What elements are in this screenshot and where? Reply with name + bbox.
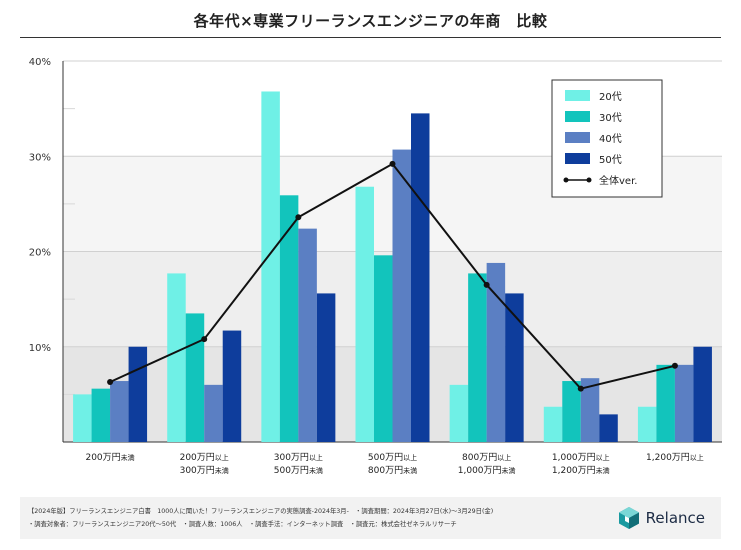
overall-point-1 bbox=[107, 378, 114, 385]
chart-area: 10% 20% 30% 40% 200万円未満 200万円以上 300万円未満 300万円以上… bbox=[29, 57, 722, 476]
x-tick-label: 1,000万円以上 bbox=[552, 452, 610, 463]
title-divider bbox=[20, 37, 721, 38]
brand-logo: Relance bbox=[618, 505, 705, 531]
bar-2-6 bbox=[562, 381, 581, 442]
bar-3-3 bbox=[298, 228, 317, 442]
overall-point-6 bbox=[577, 385, 584, 392]
bar-1-6 bbox=[543, 406, 563, 442]
y-tick-label: 10% bbox=[29, 343, 51, 354]
bar-1-4 bbox=[355, 186, 374, 442]
legend-label-2: 30代 bbox=[599, 112, 622, 124]
legend-line-dot bbox=[586, 177, 592, 183]
footer-survey-line: ・調査対象者：フリーランスエンジニア20代〜50代 ・調査人数：1006人 ・調… bbox=[28, 521, 457, 528]
x-tick-label: 1,200万円未満 bbox=[552, 465, 610, 476]
bar-1-5 bbox=[449, 384, 469, 442]
x-tick-label: 800万円未満 bbox=[368, 465, 417, 476]
bar-3-4 bbox=[392, 149, 411, 442]
bar-1-7 bbox=[637, 406, 657, 442]
legend-swatch-3 bbox=[565, 132, 590, 143]
bar-4-7 bbox=[693, 346, 712, 442]
x-tick-label: 500万円未満 bbox=[274, 465, 323, 476]
legend-swatch-2 bbox=[565, 111, 590, 122]
overall-point-3 bbox=[295, 214, 302, 221]
y-tick-label: 20% bbox=[29, 248, 51, 259]
bar-3-5 bbox=[486, 262, 506, 442]
overall-point-2 bbox=[201, 336, 208, 343]
overall-point-7 bbox=[671, 362, 678, 369]
y-tick-label: 40% bbox=[29, 57, 51, 68]
footer: 【2024年版】フリーランスエンジニア白書 1000人に聞いた！フリーランスエン… bbox=[20, 497, 721, 539]
footer-source-line: 【2024年版】フリーランスエンジニア白書 1000人に聞いた！フリーランスエン… bbox=[28, 508, 494, 515]
bar-4-4 bbox=[411, 113, 430, 442]
bar-2-4 bbox=[374, 255, 393, 442]
bar-2-7 bbox=[656, 364, 675, 442]
legend-swatch-1 bbox=[565, 90, 590, 101]
legend-label-overall: 全体ver. bbox=[599, 174, 637, 187]
bar-2-1 bbox=[91, 388, 111, 442]
x-tick-label: 500万円以上 bbox=[368, 452, 417, 463]
x-tick-label: 1,000万円未満 bbox=[458, 465, 516, 476]
bar-1-1 bbox=[73, 394, 92, 442]
bar-2-5 bbox=[468, 273, 487, 442]
bar-1-3 bbox=[261, 91, 280, 442]
brand-name: Relance bbox=[645, 509, 705, 527]
legend-label-1: 20代 bbox=[599, 91, 622, 103]
legend-swatch-4 bbox=[565, 153, 590, 164]
bar-1-2 bbox=[167, 273, 186, 442]
legend-line-dot bbox=[563, 177, 569, 183]
bar-2-3 bbox=[279, 195, 299, 442]
legend-label-4: 50代 bbox=[599, 154, 622, 166]
legend-label-3: 40代 bbox=[599, 133, 622, 145]
x-tick-label: 1,200万円以上 bbox=[646, 452, 704, 463]
chart-title: 各年代×専業フリーランスエンジニアの年商 比較 bbox=[193, 12, 548, 30]
bar-4-5 bbox=[505, 293, 524, 442]
relance-logo-icon bbox=[618, 507, 639, 529]
bar-4-1 bbox=[128, 346, 148, 442]
x-tick-label: 200万円未満 bbox=[85, 452, 134, 463]
x-tick-label: 300万円未満 bbox=[180, 465, 229, 476]
y-tick-label: 30% bbox=[29, 152, 51, 163]
x-tick-label: 800万円以上 bbox=[462, 452, 511, 463]
bar-4-2 bbox=[222, 330, 242, 442]
x-tick-label: 300万円以上 bbox=[274, 452, 323, 463]
bar-4-6 bbox=[599, 414, 618, 442]
bar-3-7 bbox=[674, 364, 694, 442]
bar-2-2 bbox=[185, 313, 205, 442]
bar-3-1 bbox=[110, 381, 129, 442]
bar-3-6 bbox=[580, 378, 600, 442]
overall-point-5 bbox=[483, 281, 490, 288]
bar-3-2 bbox=[204, 384, 223, 442]
x-tick-label: 200万円以上 bbox=[180, 452, 229, 463]
overall-point-4 bbox=[389, 160, 396, 167]
bar-4-3 bbox=[316, 293, 336, 442]
